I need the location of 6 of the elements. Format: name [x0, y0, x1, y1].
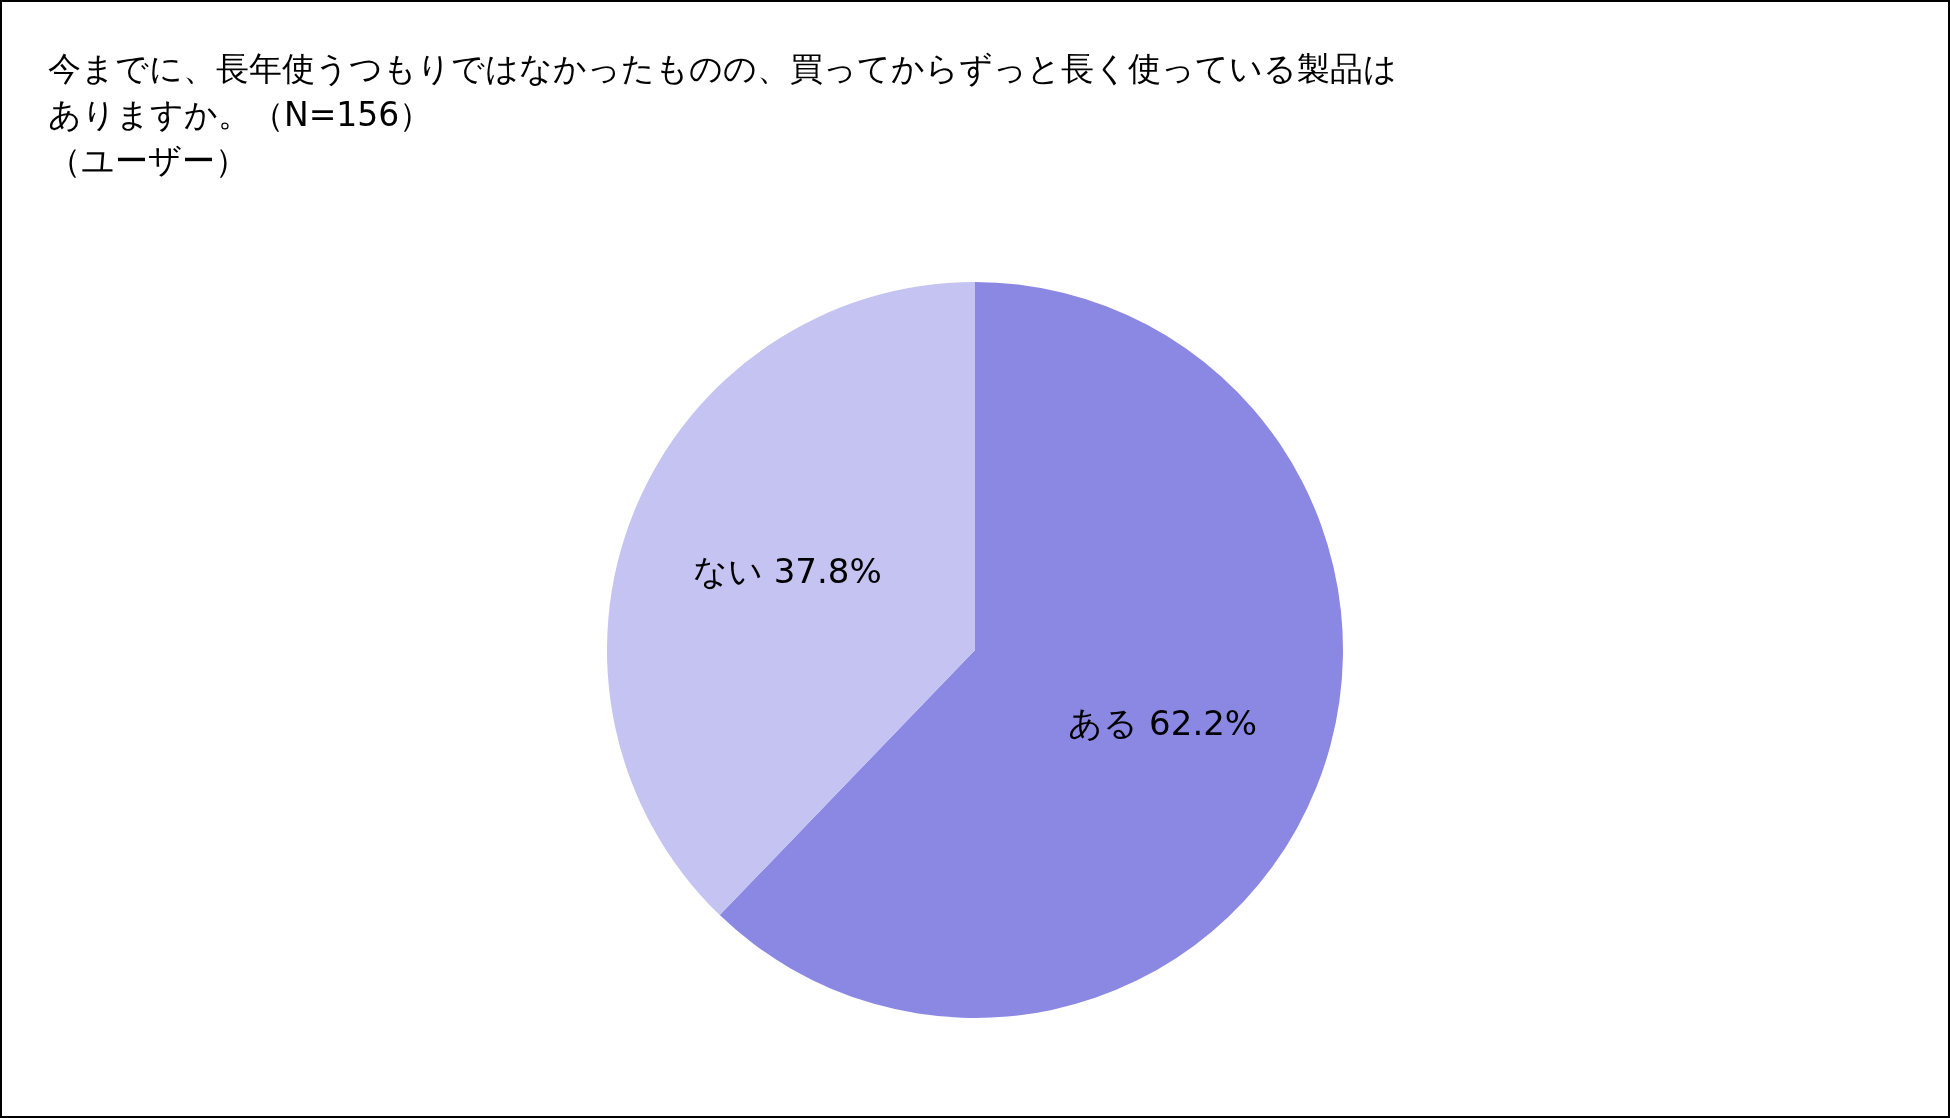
slice-label: ない — [692, 551, 763, 592]
chart-title: 今までに、長年使うつもりではなかったものの、買ってからずっと長く使っている製品はありますか。（N=156） — [48, 48, 1398, 136]
text: （ユーザー） — [48, 140, 248, 182]
slice-label: ある — [1068, 702, 1139, 743]
data-label: 37.8% — [773, 551, 882, 592]
data-label: 62.2% — [1149, 702, 1258, 743]
